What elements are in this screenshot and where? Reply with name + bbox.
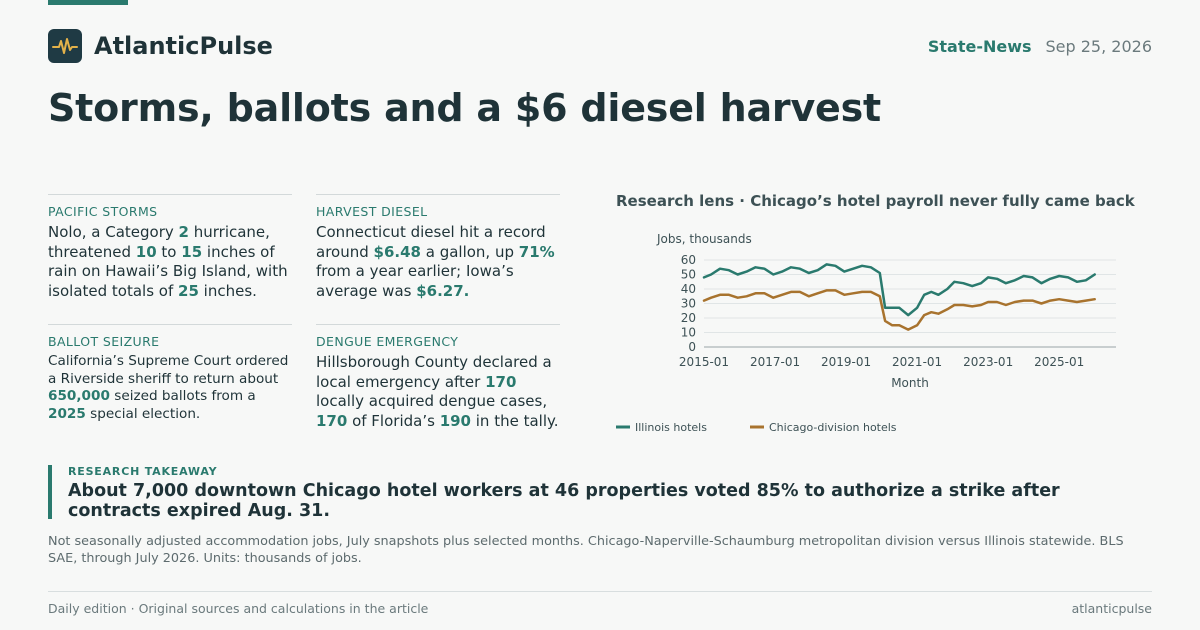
card-text: seized ballots from a — [109, 388, 256, 404]
card-text: special election. — [85, 405, 201, 422]
research-takeaway: RESEARCH TAKEAWAY About 7,000 downtown C… — [48, 465, 1152, 521]
methodology-note: Not seasonally adjusted accommodation jo… — [48, 534, 1124, 566]
highlight-figure: 25 — [178, 281, 199, 300]
card-text: locally acquired dengue cases, — [316, 392, 548, 410]
highlight-figure: $6.48 — [373, 242, 421, 261]
card-text: Nolo, a Category — [48, 223, 179, 241]
footer-edition: Daily edition · Original sources and cal… — [48, 601, 429, 616]
series-line-2 — [702, 289, 1096, 331]
highlight-figure: 15 — [181, 242, 203, 261]
y-tick-label: 60 — [681, 253, 696, 267]
card-text: from a year earlier; Iowa’s average was — [316, 262, 514, 300]
card-body: California’s Supreme Court ordered a Riv… — [48, 353, 292, 423]
y-tick-label: 40 — [681, 282, 696, 296]
takeaway-label: RESEARCH TAKEAWAY — [68, 465, 218, 478]
legend-label: Chicago-division hotels — [769, 421, 897, 434]
x-tick-label: 2021-01 — [892, 355, 942, 369]
chart-title: Research lens · Chicago’s hotel payroll … — [616, 192, 1135, 210]
card-text: California’s Supreme Court ordered a Riv… — [48, 353, 289, 387]
footer-site[interactable]: atlanticpulse — [1071, 601, 1152, 616]
y-tick-label: 0 — [688, 340, 696, 354]
card-body: Hillsborough County declared a local eme… — [316, 353, 560, 431]
story-card-dengue-emergency: DENGUE EMERGENCY Hillsborough County dec… — [316, 324, 560, 431]
brand-name[interactable]: AtlanticPulse — [94, 32, 273, 60]
y-tick-label: 30 — [681, 297, 696, 311]
card-text: Connecticut diesel hit a record around — [316, 223, 546, 261]
card-text: Hillsborough County declared a local eme… — [316, 353, 552, 391]
card-text: a gallon, up — [420, 242, 519, 261]
y-axis-label: Jobs, thousands — [656, 232, 752, 246]
x-tick-label: 2015-01 — [679, 355, 729, 369]
highlight-figure: 2025 — [48, 405, 86, 422]
x-tick-label: 2025-01 — [1034, 355, 1084, 369]
card-text: hurricane, threatened — [48, 223, 270, 261]
highlight-figure: 71% — [518, 242, 555, 261]
story-card-pacific-storms: PACIFIC STORMS Nolo, a Category 2 hurric… — [48, 194, 292, 301]
takeaway-text: About 7,000 downtown Chicago hotel worke… — [68, 481, 1060, 521]
card-label: DENGUE EMERGENCY — [316, 334, 459, 349]
x-tick-label: 2019-01 — [821, 355, 871, 369]
card-label: HARVEST DIESEL — [316, 204, 428, 219]
card-text: to — [156, 242, 182, 261]
card-body: Nolo, a Category 2 hurricane, threatened… — [48, 223, 292, 301]
card-label: BALLOT SEIZURE — [48, 334, 160, 349]
masthead: AtlanticPulse State-News Sep 25, 2026 — [48, 29, 1152, 63]
card-text: in the tally. — [471, 411, 559, 430]
card-body: Connecticut diesel hit a record around $… — [316, 223, 560, 301]
card-text: of Florida’s — [347, 411, 440, 430]
highlight-figure: 170 — [316, 411, 348, 430]
card-text: inches. — [198, 281, 257, 300]
highlight-figure: 190 — [439, 411, 471, 430]
x-tick-label: 2023-01 — [963, 355, 1013, 369]
y-tick-label: 50 — [681, 268, 696, 282]
publish-date: Sep 25, 2026 — [1045, 36, 1153, 56]
headline: Storms, ballots and a $6 diesel harvest — [48, 86, 881, 130]
footer: Daily edition · Original sources and cal… — [48, 591, 1152, 616]
y-tick-label: 20 — [681, 311, 696, 325]
card-label: PACIFIC STORMS — [48, 204, 158, 219]
x-tick-label: 2017-01 — [750, 355, 800, 369]
story-card-ballot-seizure: BALLOT SEIZURE California’s Supreme Cour… — [48, 324, 292, 423]
highlight-figure: 170 — [485, 372, 517, 391]
legend-label: Illinois hotels — [635, 421, 707, 434]
card-text: inches of rain on Hawaii’s Big Island, w… — [48, 242, 288, 300]
series-line-1 — [702, 263, 1096, 317]
section-link[interactable]: State-News — [927, 36, 1032, 56]
top-accent-bar — [48, 0, 128, 5]
y-tick-label: 10 — [681, 326, 696, 340]
x-axis-label: Month — [891, 376, 929, 390]
highlight-figure: $6.27. — [416, 281, 470, 300]
highlight-figure: 2 — [178, 223, 189, 241]
highlight-figure: 650,000 — [48, 388, 110, 404]
story-card-harvest-diesel: HARVEST DIESEL Connecticut diesel hit a … — [316, 194, 560, 301]
pulse-icon[interactable] — [48, 29, 82, 63]
highlight-figure: 10 — [135, 242, 157, 261]
